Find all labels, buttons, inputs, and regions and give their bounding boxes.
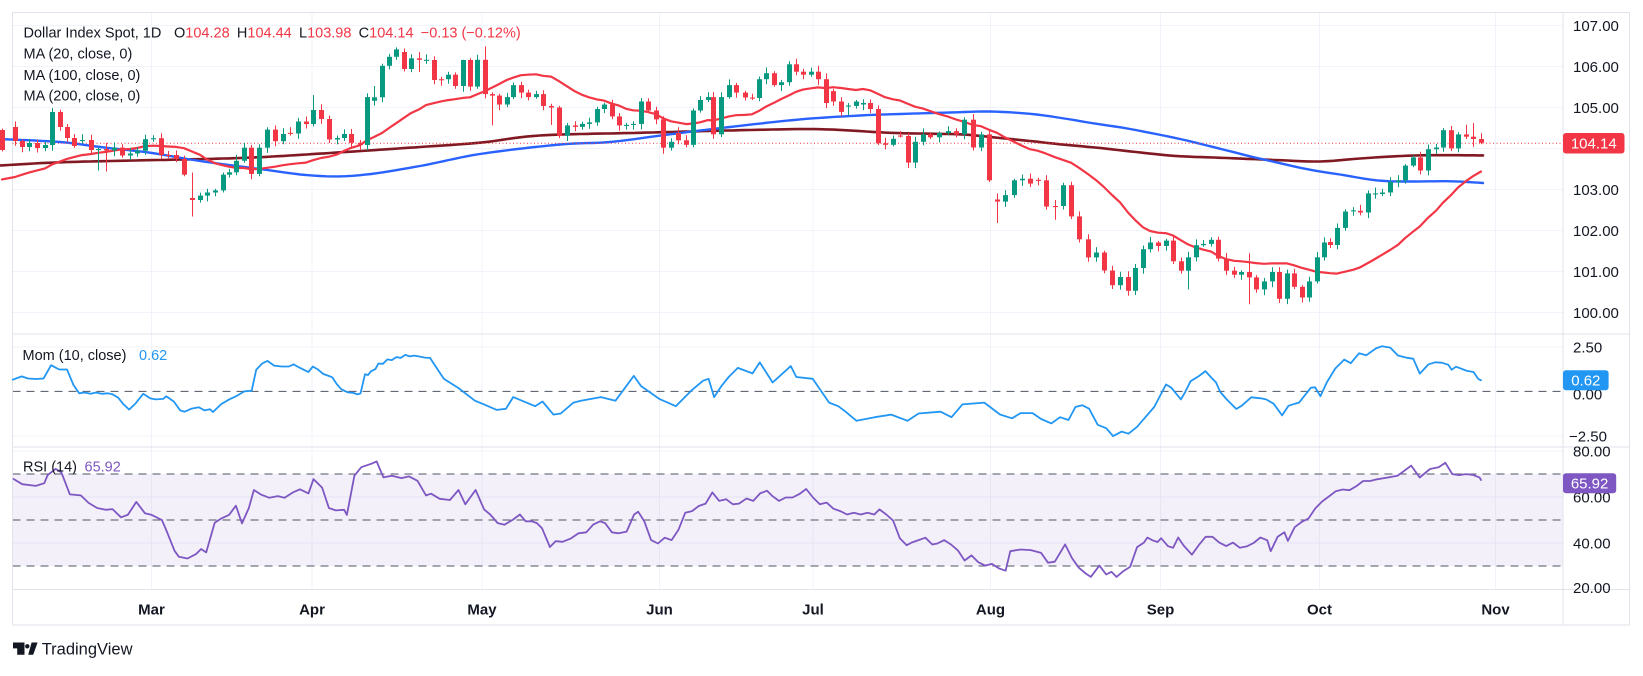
svg-text:Jun: Jun — [646, 602, 673, 619]
svg-text:May: May — [467, 602, 497, 619]
svg-text:Jul: Jul — [802, 602, 824, 619]
svg-text:0.00: 0.00 — [1573, 387, 1602, 404]
svg-text:107.00: 107.00 — [1573, 18, 1619, 35]
svg-text:103.00: 103.00 — [1573, 182, 1619, 199]
svg-text:102.00: 102.00 — [1573, 223, 1619, 240]
svg-text:60.00: 60.00 — [1573, 490, 1611, 507]
svg-text:104.14: 104.14 — [1571, 136, 1617, 153]
svg-text:Sep: Sep — [1147, 602, 1175, 619]
svg-text:Oct: Oct — [1307, 602, 1332, 619]
svg-text:20.00: 20.00 — [1573, 580, 1611, 597]
svg-text:105.00: 105.00 — [1573, 100, 1619, 117]
svg-text:Apr: Apr — [299, 602, 325, 619]
svg-text:TradingView: TradingView — [42, 641, 133, 659]
svg-text:−2.50: −2.50 — [1569, 428, 1607, 445]
svg-text:MA (100, close, 0): MA (100, close, 0) — [24, 68, 141, 84]
svg-text:101.00: 101.00 — [1573, 264, 1619, 281]
svg-text:Nov: Nov — [1481, 602, 1510, 619]
svg-text:100.00: 100.00 — [1573, 305, 1619, 322]
svg-text:106.00: 106.00 — [1573, 59, 1619, 76]
svg-text:Aug: Aug — [976, 602, 1005, 619]
svg-text:0.62: 0.62 — [1571, 373, 1600, 390]
svg-text:80.00: 80.00 — [1573, 444, 1611, 461]
svg-text:Mom (10, close)0.62: Mom (10, close) 0.62 — [23, 348, 168, 364]
svg-text:40.00: 40.00 — [1573, 536, 1611, 553]
svg-text:MA (200, close, 0): MA (200, close, 0) — [24, 88, 141, 104]
svg-text:2.50: 2.50 — [1573, 339, 1602, 356]
svg-text:65.92: 65.92 — [1571, 476, 1609, 493]
svg-text:MA (20, close, 0): MA (20, close, 0) — [24, 46, 133, 62]
svg-text:RSI (14)65.92: RSI (14) 65.92 — [23, 459, 121, 475]
svg-text:Mar: Mar — [138, 602, 165, 619]
